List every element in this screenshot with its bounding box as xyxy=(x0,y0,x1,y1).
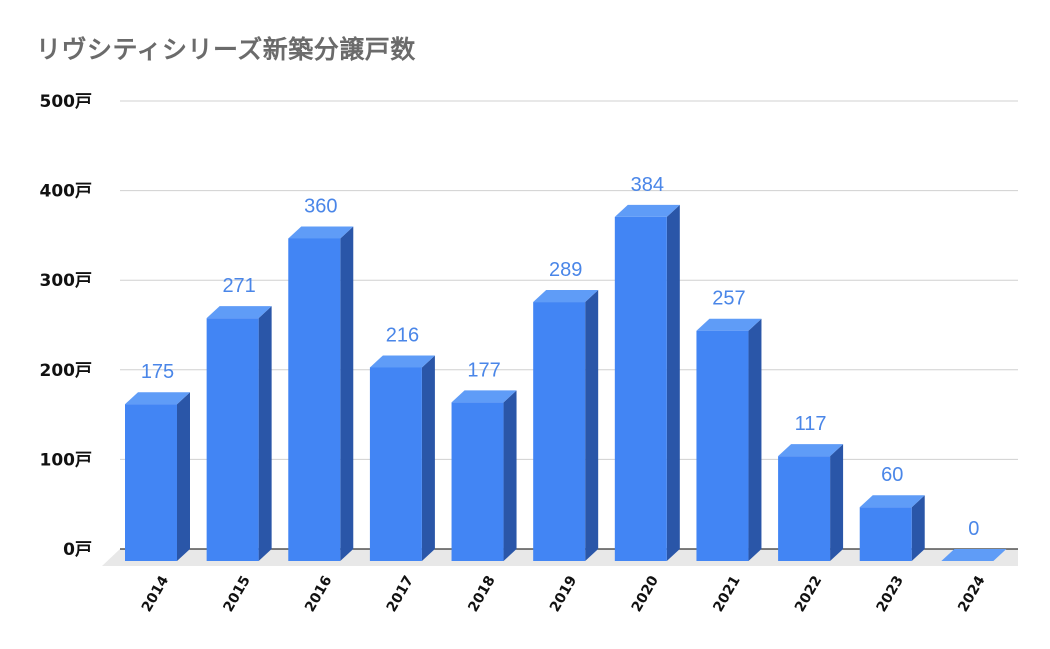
bar-side xyxy=(258,306,272,561)
x-tick-label: 2018 xyxy=(465,573,498,615)
data-label: 177 xyxy=(467,359,500,381)
data-label: 271 xyxy=(222,275,255,297)
x-tick-label: 2015 xyxy=(221,573,254,615)
bar-top xyxy=(533,290,599,303)
bar-top xyxy=(288,226,354,239)
x-tick-label: 2017 xyxy=(384,573,417,615)
data-label: 384 xyxy=(631,174,664,196)
bar-top xyxy=(941,549,1007,561)
bars xyxy=(125,204,1007,561)
x-tick-label: 2022 xyxy=(792,573,825,615)
bar-front xyxy=(206,318,259,561)
bar-front xyxy=(859,507,912,561)
data-label: 257 xyxy=(712,288,745,310)
bar-front xyxy=(533,302,586,561)
bar-2021 xyxy=(696,318,762,561)
bar-front xyxy=(125,404,177,561)
bar-top xyxy=(369,355,435,368)
bar-2020 xyxy=(614,204,680,561)
bar-top xyxy=(451,390,517,403)
data-label: 289 xyxy=(549,259,582,281)
y-axis-tick-labels: 0戸 100戸 200戸 300戸 400戸 500戸 xyxy=(40,92,93,560)
bar-front xyxy=(451,402,504,561)
chart-title: リヴシティシリーズ新築分譲戸数 xyxy=(36,35,416,64)
x-tick-label: 2020 xyxy=(629,573,662,615)
x-tick-label: 2014 xyxy=(139,573,172,615)
bar-top xyxy=(696,318,762,331)
bar-top xyxy=(206,306,272,319)
y-tick-label: 100戸 xyxy=(40,450,93,470)
bar-side xyxy=(585,290,599,561)
x-tick-label: 2023 xyxy=(874,573,907,615)
data-label: 216 xyxy=(386,324,419,346)
bar-side xyxy=(748,318,762,561)
bar-top xyxy=(614,204,680,217)
y-tick-label: 400戸 xyxy=(40,182,93,202)
bar-2017 xyxy=(369,355,435,561)
bar-side xyxy=(503,390,517,561)
y-tick-label: 0戸 xyxy=(63,540,92,560)
bar-2022 xyxy=(778,444,844,561)
data-label: 60 xyxy=(881,464,903,486)
x-tick-label: 2019 xyxy=(547,573,580,615)
y-tick-label: 200戸 xyxy=(40,361,93,381)
bar-side xyxy=(911,495,925,561)
bar-2018 xyxy=(451,390,517,561)
data-label: 117 xyxy=(795,413,827,435)
bar-side xyxy=(177,392,190,561)
bar-side xyxy=(421,355,435,561)
bar-2015 xyxy=(206,306,272,561)
bar-2014 xyxy=(125,392,190,561)
data-label: 175 xyxy=(141,361,174,383)
bar-2016 xyxy=(288,226,354,561)
bar-side xyxy=(666,204,680,561)
bar-top xyxy=(859,495,925,508)
bar-front xyxy=(696,330,749,561)
bar-2019 xyxy=(533,290,599,561)
x-axis-tick-labels: 2014 2015 2016 2017 2018 2019 2020 2021 2022 2023… xyxy=(139,573,989,615)
data-label: 0 xyxy=(968,518,979,540)
data-label: 360 xyxy=(304,195,337,217)
x-tick-label: 2024 xyxy=(955,573,988,615)
y-tick-label: 300戸 xyxy=(40,271,93,291)
bar-side xyxy=(340,226,354,561)
bar-front xyxy=(614,216,667,561)
bar-2024 xyxy=(941,549,1007,561)
bar-side xyxy=(830,444,844,561)
data-labels: 175 271 360 216 177 289 384 257 117 60 0 xyxy=(141,174,980,540)
bar-front xyxy=(288,238,341,561)
x-tick-label: 2016 xyxy=(302,573,335,615)
bar-2023 xyxy=(859,495,925,561)
y-tick-label: 500戸 xyxy=(40,92,93,112)
bar-top xyxy=(778,444,844,457)
bar-front xyxy=(778,456,831,561)
x-tick-label: 2021 xyxy=(710,573,743,615)
bar-front xyxy=(369,367,422,561)
bar-top xyxy=(125,392,190,405)
